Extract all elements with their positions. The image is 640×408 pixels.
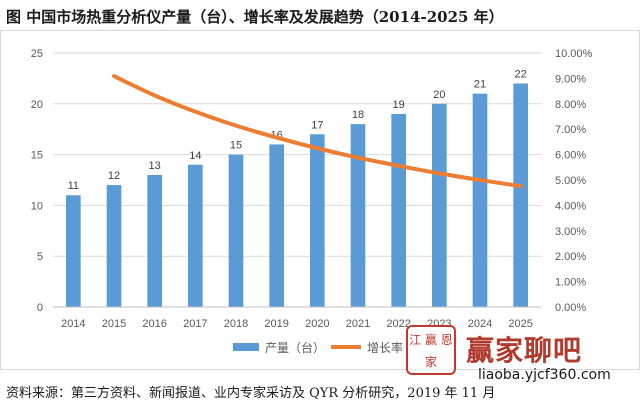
y-left-tick-label: 25	[31, 48, 43, 60]
x-tick-label: 2015	[102, 318, 126, 330]
watermark: 江 赢 恩 家 赢家聊吧 liaoba.yjcf360.com	[400, 325, 632, 385]
y-right-tick-label: 3.00%	[555, 226, 586, 238]
y-left-tick-label: 10	[31, 200, 43, 212]
y-right-tick-label: 1.00%	[555, 277, 586, 289]
x-tick-label: 2022	[386, 318, 410, 330]
bar	[188, 164, 203, 307]
bar	[513, 83, 528, 307]
bar	[432, 103, 447, 307]
bar	[472, 93, 488, 307]
chart: 05101520250.00%1.00%2.00%3.00%4.00%5.00%…	[31, 48, 593, 355]
y-right-tick-label: 2.00%	[555, 251, 586, 263]
bar	[228, 154, 244, 307]
watermark-logo: 赢家聊吧	[466, 334, 583, 367]
bar-data-label: 14	[189, 150, 201, 162]
watermark-seal-icon: 江 赢 恩 家	[406, 325, 456, 375]
x-tick-label: 2014	[61, 318, 85, 330]
bar-data-label: 20	[433, 89, 445, 101]
y-left-tick-label: 0	[37, 302, 43, 314]
bar	[147, 174, 162, 307]
bar-data-label: 17	[311, 119, 323, 131]
bar	[391, 113, 406, 308]
x-tick-label: 2020	[305, 318, 329, 330]
legend-swatch-bar	[233, 343, 259, 351]
y-left-tick-label: 5	[37, 251, 43, 263]
watermark-seal-text: 江 赢 恩 家	[409, 333, 453, 369]
x-tick-label: 2025	[508, 318, 532, 330]
y-right-tick-label: 5.00%	[555, 175, 586, 187]
y-right-tick-label: 6.00%	[555, 150, 586, 162]
bar-data-label: 22	[515, 68, 527, 80]
y-left-tick-label: 15	[31, 150, 43, 162]
bar-data-label: 21	[474, 79, 486, 91]
chart-frame: 0 5 10 15 20 25 0.00% 1.00% 2.00% 3.00% 4.00% 5.00%…	[0, 30, 640, 370]
bar	[66, 195, 81, 307]
x-tick-label: 2018	[224, 318, 248, 330]
y-right-tick-label: 0.00%	[555, 302, 586, 314]
y-left-tick-label: 20	[31, 99, 43, 111]
x-tick-label: 2024	[468, 318, 492, 330]
bar	[106, 185, 122, 307]
bar-data-label: 11	[68, 180, 79, 192]
legend-label-line: 增长率	[367, 340, 403, 355]
figure-title: 图 中国市场热重分析仪产量（台）、增长率及发展趋势（2014-2025 年）	[6, 8, 504, 26]
growth-rate-line	[112, 74, 523, 189]
x-tick-label: 2021	[346, 318, 370, 330]
y-right-tick-label: 7.00%	[555, 124, 586, 136]
bar	[310, 134, 325, 307]
y-right-tick-label: 10.00%	[555, 48, 593, 60]
x-tick-label: 2017	[183, 318, 207, 330]
bar-data-label: 15	[230, 140, 242, 152]
y-right-tick-label: 8.00%	[555, 99, 586, 111]
x-tick-label: 2016	[142, 318, 166, 330]
bar	[269, 144, 284, 307]
watermark-site: liaoba.yjcf360.com	[478, 367, 611, 383]
bar-data-label: 18	[352, 109, 364, 121]
y-right-tick-label: 9.00%	[555, 73, 586, 85]
bar	[350, 124, 366, 308]
source-note: 资料来源：第三方资料、新闻报道、业内专家采访及 QYR 分析研究，2019 年 …	[6, 386, 496, 401]
x-tick-label: 2019	[264, 318, 288, 330]
bar-data-label: 19	[393, 99, 405, 111]
legend-label-bar: 产量（台）	[265, 340, 325, 355]
y-right-tick-label: 4.00%	[555, 200, 586, 212]
bar-data-label: 13	[149, 160, 161, 172]
bar-data-label: 12	[108, 170, 120, 182]
